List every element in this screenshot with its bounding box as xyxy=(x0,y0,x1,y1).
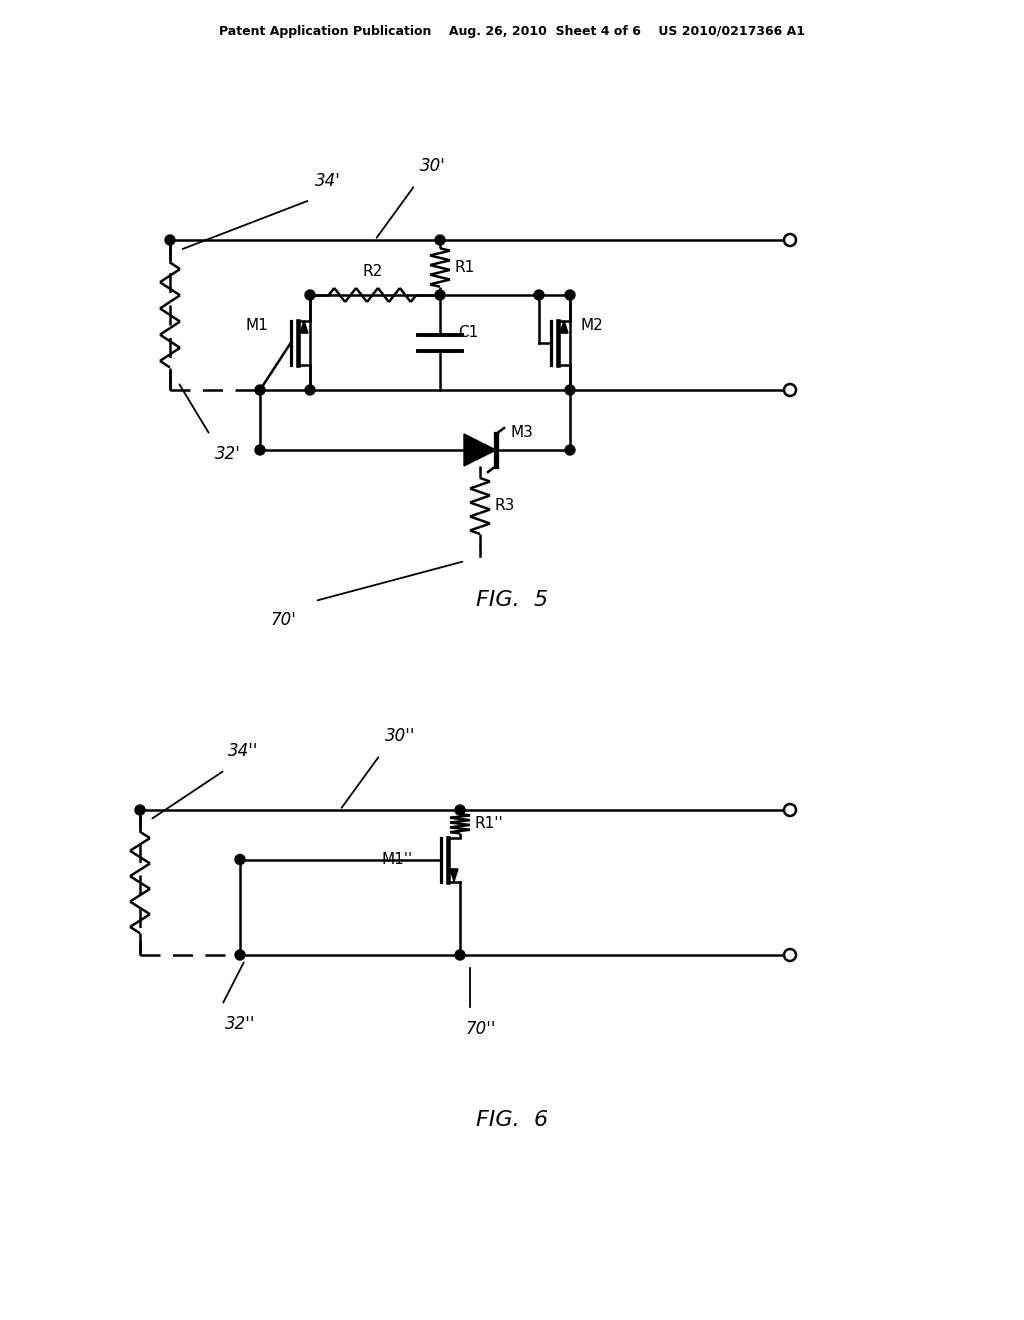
Circle shape xyxy=(784,234,796,246)
Text: 34'': 34'' xyxy=(228,742,258,760)
Circle shape xyxy=(255,385,265,395)
Circle shape xyxy=(784,804,796,816)
Text: R3: R3 xyxy=(495,499,515,513)
Circle shape xyxy=(565,385,575,395)
Circle shape xyxy=(305,290,315,300)
Text: 30': 30' xyxy=(420,157,445,176)
Text: 70'': 70'' xyxy=(465,1020,496,1038)
Circle shape xyxy=(534,290,544,300)
Polygon shape xyxy=(464,434,496,466)
Text: R1'': R1'' xyxy=(475,816,504,832)
Text: 70': 70' xyxy=(270,611,296,630)
Text: FIG.  5: FIG. 5 xyxy=(476,590,548,610)
Text: R1: R1 xyxy=(455,260,475,275)
Text: C1: C1 xyxy=(458,325,478,341)
Circle shape xyxy=(234,854,245,865)
Text: 32': 32' xyxy=(215,445,241,463)
Circle shape xyxy=(565,290,575,300)
Circle shape xyxy=(135,805,145,814)
Circle shape xyxy=(305,385,315,395)
Text: M1'': M1'' xyxy=(382,851,413,867)
Circle shape xyxy=(784,949,796,961)
Polygon shape xyxy=(560,321,568,333)
Circle shape xyxy=(455,950,465,960)
Circle shape xyxy=(234,950,245,960)
Polygon shape xyxy=(450,869,458,882)
Circle shape xyxy=(165,235,175,246)
Text: R2: R2 xyxy=(362,264,383,279)
Text: M3: M3 xyxy=(510,425,532,440)
Text: 30'': 30'' xyxy=(385,727,416,744)
Circle shape xyxy=(435,235,445,246)
Text: 34': 34' xyxy=(315,172,341,190)
Circle shape xyxy=(565,445,575,455)
Circle shape xyxy=(784,384,796,396)
Text: M2: M2 xyxy=(580,318,603,333)
Polygon shape xyxy=(300,321,308,333)
Text: Patent Application Publication    Aug. 26, 2010  Sheet 4 of 6    US 2010/0217366: Patent Application Publication Aug. 26, … xyxy=(219,25,805,38)
Circle shape xyxy=(255,445,265,455)
Text: M1: M1 xyxy=(246,318,268,333)
Circle shape xyxy=(455,805,465,814)
Circle shape xyxy=(435,290,445,300)
Text: 32'': 32'' xyxy=(225,1015,256,1034)
Text: FIG.  6: FIG. 6 xyxy=(476,1110,548,1130)
